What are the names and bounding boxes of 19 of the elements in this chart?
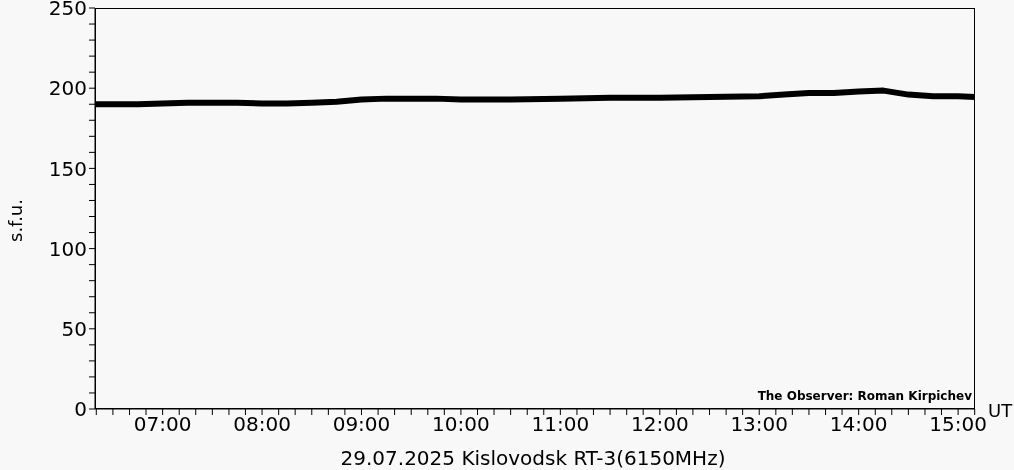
- y-tick-label: 150: [48, 156, 87, 181]
- x-tick-label: 13:00: [730, 412, 789, 437]
- text: 29.07.2025 Kislovodsk RT-3(6150MHz): [339, 446, 727, 470]
- x-tick-label: 08:00: [233, 412, 291, 437]
- x-tick-label: 14:00: [829, 412, 888, 437]
- x-tick-label: 11:00: [531, 412, 590, 437]
- x-tick-label: 12:00: [630, 412, 689, 437]
- y-tick-label: 50: [61, 316, 87, 341]
- x-tick-label: 07:00: [133, 412, 192, 437]
- x-tick-label: 10:00: [432, 412, 490, 437]
- y-tick-label: 100: [48, 236, 87, 261]
- x-tick-label: 09:00: [332, 412, 391, 437]
- y-tick-label: 0: [74, 397, 87, 422]
- y-tick-label: 250: [48, 0, 87, 21]
- x-axis-title: UT: [988, 400, 1013, 421]
- y-tick-label: 200: [48, 76, 87, 101]
- x-tick-label: 15:00: [929, 412, 987, 437]
- y-axis-title: s.f.u.: [4, 199, 26, 242]
- annotation: The Observer: Roman Kirpichev: [757, 389, 972, 403]
